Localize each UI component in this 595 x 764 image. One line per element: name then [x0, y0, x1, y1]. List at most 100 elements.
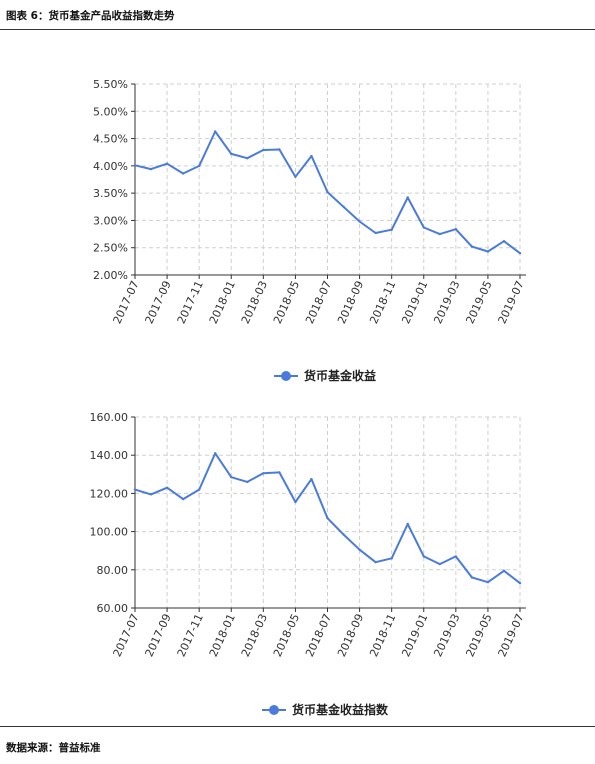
data-point — [518, 251, 522, 255]
x-tick-label: 2019-05 — [463, 279, 494, 326]
grid-lines — [134, 416, 521, 608]
y-tick-label: 2.50% — [93, 242, 128, 255]
chart-index-svg: 60.00 80.00 100.00 120.00 140.00 160.00 2017-0… — [90, 411, 527, 717]
data-point — [342, 205, 345, 208]
data-point — [133, 164, 137, 167]
data-point — [294, 500, 297, 504]
x-tick-label: 2018-09 — [335, 612, 366, 659]
legend: 货币基金收益 — [274, 368, 376, 383]
y-tick-label: 4.00% — [93, 160, 128, 173]
data-point — [422, 555, 425, 558]
bottom-rule — [0, 726, 595, 727]
data-point — [262, 148, 265, 152]
y-tick-label: 3.00% — [93, 214, 128, 227]
top-rule — [0, 29, 595, 30]
x-tick-label: 2018-09 — [335, 279, 366, 326]
data-point — [294, 175, 297, 178]
data-point — [197, 488, 201, 491]
data-point — [358, 548, 361, 551]
data-point — [470, 576, 474, 579]
y-tick-label: 5.50% — [93, 78, 128, 91]
data-point — [230, 475, 233, 479]
data-point — [310, 154, 313, 158]
source-note: 数据来源：普益标准 — [6, 742, 101, 754]
legend-label: 货币基金收益指数 — [292, 702, 389, 717]
x-tick-label: 2019-07 — [496, 612, 527, 659]
x-tick-label: 2017-07 — [111, 279, 142, 326]
data-point — [486, 250, 490, 253]
y-tick-label: 120.00 — [90, 487, 129, 500]
data-point — [310, 477, 313, 481]
data-point — [262, 472, 265, 475]
data-point — [470, 245, 474, 248]
y-tick-label: 60.00 — [97, 602, 129, 615]
data-point — [438, 562, 441, 566]
legend-marker — [269, 705, 279, 715]
data-point — [358, 220, 361, 223]
data-point — [214, 452, 217, 455]
data-point — [133, 488, 137, 491]
data-point — [438, 232, 441, 236]
data-point — [214, 130, 217, 133]
x-tick-label: 2018-11 — [367, 612, 398, 659]
data-point — [422, 226, 425, 229]
data-point — [454, 555, 458, 558]
x-tick-label: 2018-01 — [207, 279, 238, 326]
x-tick-label: 2018-01 — [207, 612, 238, 659]
legend-label: 货币基金收益 — [304, 368, 376, 383]
figure-title: 图表 6：货币基金产品收益指数走势 — [6, 10, 175, 22]
x-tick-label: 2018-03 — [239, 612, 270, 659]
data-point — [278, 471, 281, 474]
data-point — [390, 557, 393, 560]
x-tick-label: 2019-07 — [496, 279, 527, 326]
y-tick-label: 100.00 — [90, 526, 129, 539]
data-point — [326, 517, 329, 520]
legend-marker — [281, 371, 291, 381]
data-point — [406, 196, 409, 199]
x-tick-label: 2017-11 — [175, 612, 206, 659]
data-point — [486, 581, 490, 584]
y-tick-label: 160.00 — [90, 411, 129, 424]
data-point — [181, 497, 185, 501]
x-tick-label: 2019-05 — [463, 612, 494, 659]
data-point — [197, 164, 201, 168]
data-point — [181, 172, 185, 175]
x-tick-label: 2017-09 — [143, 279, 174, 326]
series-points — [133, 452, 522, 585]
legend: 货币基金收益指数 — [262, 702, 389, 717]
y-tick-label: 5.00% — [93, 105, 128, 118]
x-tick-label: 2018-07 — [303, 279, 334, 326]
y-tick-label: 2.00% — [93, 269, 128, 282]
x-tick-label: 2018-05 — [271, 612, 302, 659]
x-tick-label: 2017-07 — [111, 612, 142, 659]
y-tick-label: 3.50% — [93, 187, 128, 200]
data-point — [165, 162, 169, 165]
data-point — [374, 231, 377, 235]
data-point — [246, 157, 249, 160]
data-point — [454, 227, 458, 231]
chart-index: 60.00 80.00 100.00 120.00 140.00 160.00 2017-0… — [0, 398, 595, 728]
x-tick-label: 2019-03 — [431, 279, 462, 326]
x-tick-label: 2018-05 — [271, 279, 302, 326]
x-tick-label: 2018-03 — [239, 279, 270, 326]
chart-returns-svg: 2.00% 2.50% 3.00% 3.50% 4.00% 4.50% 5.00% 5.50%… — [93, 78, 527, 383]
data-point — [246, 480, 249, 484]
data-point — [326, 190, 329, 194]
grid-lines — [134, 83, 521, 275]
data-point — [502, 569, 506, 572]
data-point — [278, 148, 281, 151]
x-tick-label: 2017-11 — [175, 279, 206, 326]
data-point — [230, 152, 233, 156]
data-point — [374, 560, 377, 564]
chart-returns: 2.00% 2.50% 3.00% 3.50% 4.00% 4.50% 5.00% 5.50%… — [0, 60, 595, 400]
x-tick-label: 2019-01 — [399, 279, 430, 326]
series-points — [133, 130, 522, 255]
data-point — [342, 533, 345, 536]
data-point — [390, 228, 393, 231]
x-tick-label: 2018-07 — [303, 612, 334, 659]
x-tick-label: 2018-11 — [367, 279, 398, 326]
y-tick-label: 4.50% — [93, 133, 128, 146]
y-tick-label: 140.00 — [90, 449, 129, 462]
data-point — [165, 486, 169, 489]
data-point — [406, 522, 409, 526]
